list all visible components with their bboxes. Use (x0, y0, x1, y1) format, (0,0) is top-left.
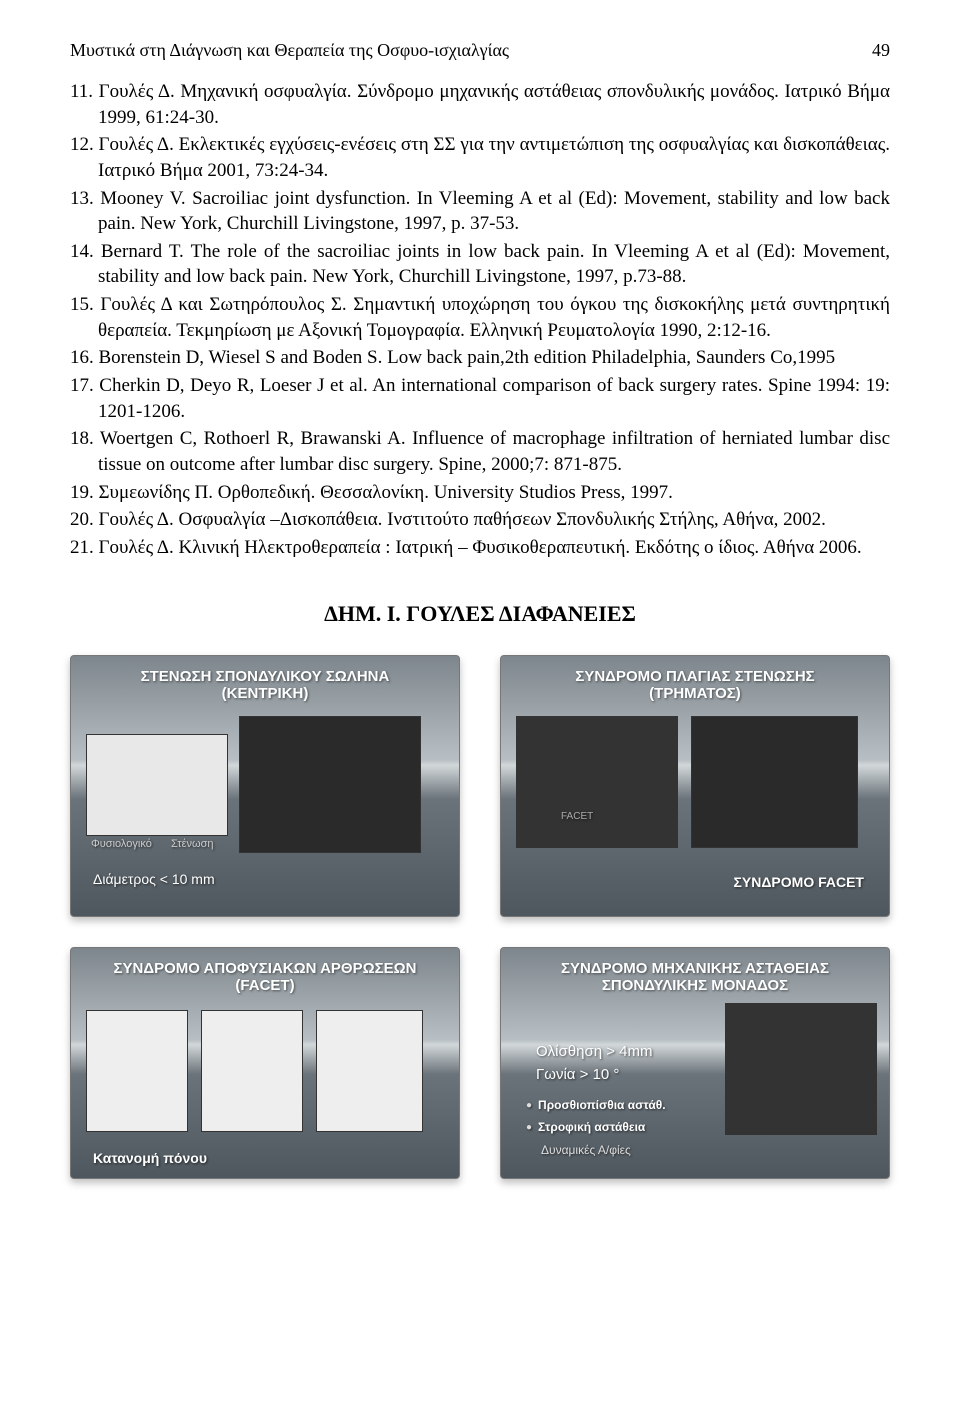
reference-item: 14. Bernard T. The role of the sacroilia… (70, 239, 890, 290)
diagram-vertebra (86, 734, 228, 836)
slide-title-line1: ΣΥΝΔΡΟΜΟ ΜΗΧΑΝΙΚΗΣ ΑΣΤΑΘΕΙΑΣ (501, 960, 889, 977)
reference-item: 16. Borenstein D, Wiesel S and Boden S. … (70, 345, 890, 371)
criteria-line1: Ολίσθηση > 4mm (536, 1043, 652, 1060)
slide-title-line2: ΣΠΟΝΔΥΛΙΚΗΣ ΜΟΝΑΔΟΣ (501, 977, 889, 994)
running-title: Μυστικά στη Διάγνωση και Θεραπεία της Οσ… (70, 40, 509, 61)
bullet-item: Προσθιοπίσθια αστάθ. (526, 1098, 666, 1112)
slide-title: ΣΥΝΔΡΟΜΟ ΜΗΧΑΝΙΚΗΣ ΑΣΤΑΘΕΙΑΣ ΣΠΟΝΔΥΛΙΚΗΣ… (501, 960, 889, 994)
slide-stenosis-central: ΣΤΕΝΩΣΗ ΣΠΟΝΔΥΛΙΚΟΥ ΣΩΛΗΝΑ (ΚΕΝΤΡΙΚΗ) Φυ… (70, 655, 460, 917)
slide-title-line1: ΣΥΝΔΡΟΜΟ ΠΛΑΓΙΑΣ ΣΤΕΝΩΣΗΣ (501, 668, 889, 685)
slide-lateral-stenosis: ΣΥΝΔΡΟΜΟ ΠΛΑΓΙΑΣ ΣΤΕΝΩΣΗΣ (ΤΡΗΜΑΤΟΣ) FAC… (500, 655, 890, 917)
slides-grid: ΣΤΕΝΩΣΗ ΣΠΟΝΔΥΛΙΚΟΥ ΣΩΛΗΝΑ (ΚΕΝΤΡΙΚΗ) Φυ… (70, 655, 890, 1189)
reference-item: 18. Woertgen C, Rothoerl R, Brawanski A.… (70, 426, 890, 477)
slide-title-line2: (ΤΡΗΜΑΤΟΣ) (501, 685, 889, 702)
reference-item: 13. Mooney V. Sacroiliac joint dysfuncti… (70, 186, 890, 237)
anatomy-diagram (316, 1010, 423, 1132)
reference-item: 21. Γουλές Δ. Κλινική Ηλεκτροθεραπεία : … (70, 535, 890, 561)
slide-title-line1: ΣΥΝΔΡΟΜΟ ΑΠΟΦΥΣΙΑΚΩΝ ΑΡΘΡΩΣΕΩΝ (71, 960, 459, 977)
reference-item: 20. Γουλές Δ. Οσφυαλγία –Δισκοπάθεια. Ιν… (70, 507, 890, 533)
page-header: Μυστικά στη Διάγνωση και Θεραπεία της Οσ… (70, 40, 890, 61)
medical-scan-image (691, 716, 858, 848)
slide-caption: Διάμετρος < 10 mm (93, 871, 215, 887)
reference-item: 17. Cherkin D, Deyo R, Loeser J et al. A… (70, 373, 890, 424)
reference-item: 19. Συμεωνίδης Π. Ορθοπεδική. Θεσσαλονίκ… (70, 480, 890, 506)
slide-title-line2: (FACET) (71, 977, 459, 994)
slide-title-line2: (ΚΕΝΤΡΙΚΗ) (71, 685, 459, 702)
medical-scan-image (725, 1003, 877, 1135)
slide-instability: ΣΥΝΔΡΟΜΟ ΜΗΧΑΝΙΚΗΣ ΑΣΤΑΘΕΙΑΣ ΣΠΟΝΔΥΛΙΚΗΣ… (500, 947, 890, 1179)
label-stenosis: Στένωση (171, 838, 214, 850)
section-title: ΔΗΜ. Ι. ΓΟΥΛΕΣ ΔΙΑΦΑΝΕΙΕΣ (70, 601, 890, 627)
page: Μυστικά στη Διάγνωση και Θεραπεία της Οσ… (0, 0, 960, 1219)
reference-item: 12. Γουλές Δ. Εκλεκτικές εγχύσεις-ενέσει… (70, 132, 890, 183)
slide-caption: ΣΥΝΔΡΟΜΟ FACET (734, 874, 864, 890)
slide-facet-syndrome: ΣΥΝΔΡΟΜΟ ΑΠΟΦΥΣΙΑΚΩΝ ΑΡΘΡΩΣΕΩΝ (FACET) Κ… (70, 947, 460, 1179)
anatomy-diagram (201, 1010, 303, 1132)
references-list: 11. Γουλές Δ. Μηχανική οσφυαλγία. Σύνδρο… (70, 79, 890, 561)
page-number: 49 (872, 40, 890, 61)
bullet-sub: Δυναμικές Α/φίες (541, 1143, 631, 1157)
label-facet: FACET (561, 811, 593, 822)
slide-caption: Κατανομή πόνου (93, 1150, 207, 1166)
slide-title: ΣΤΕΝΩΣΗ ΣΠΟΝΔΥΛΙΚΟΥ ΣΩΛΗΝΑ (ΚΕΝΤΡΙΚΗ) (71, 668, 459, 702)
bullet-item: Στροφική αστάθεια (526, 1120, 645, 1134)
reference-item: 15. Γουλές Δ και Σωτηρόπουλος Σ. Σημαντι… (70, 292, 890, 343)
label-normal: Φυσιολογικό (91, 838, 152, 850)
slide-title: ΣΥΝΔΡΟΜΟ ΑΠΟΦΥΣΙΑΚΩΝ ΑΡΘΡΩΣΕΩΝ (FACET) (71, 960, 459, 994)
anatomy-diagram (86, 1010, 188, 1132)
criteria-line2: Γωνία > 10 ° (536, 1066, 619, 1083)
medical-scan-image (516, 716, 678, 848)
medical-scan-image (239, 716, 421, 853)
reference-item: 11. Γουλές Δ. Μηχανική οσφυαλγία. Σύνδρο… (70, 79, 890, 130)
slide-title-line1: ΣΤΕΝΩΣΗ ΣΠΟΝΔΥΛΙΚΟΥ ΣΩΛΗΝΑ (71, 668, 459, 685)
slide-title: ΣΥΝΔΡΟΜΟ ΠΛΑΓΙΑΣ ΣΤΕΝΩΣΗΣ (ΤΡΗΜΑΤΟΣ) (501, 668, 889, 702)
